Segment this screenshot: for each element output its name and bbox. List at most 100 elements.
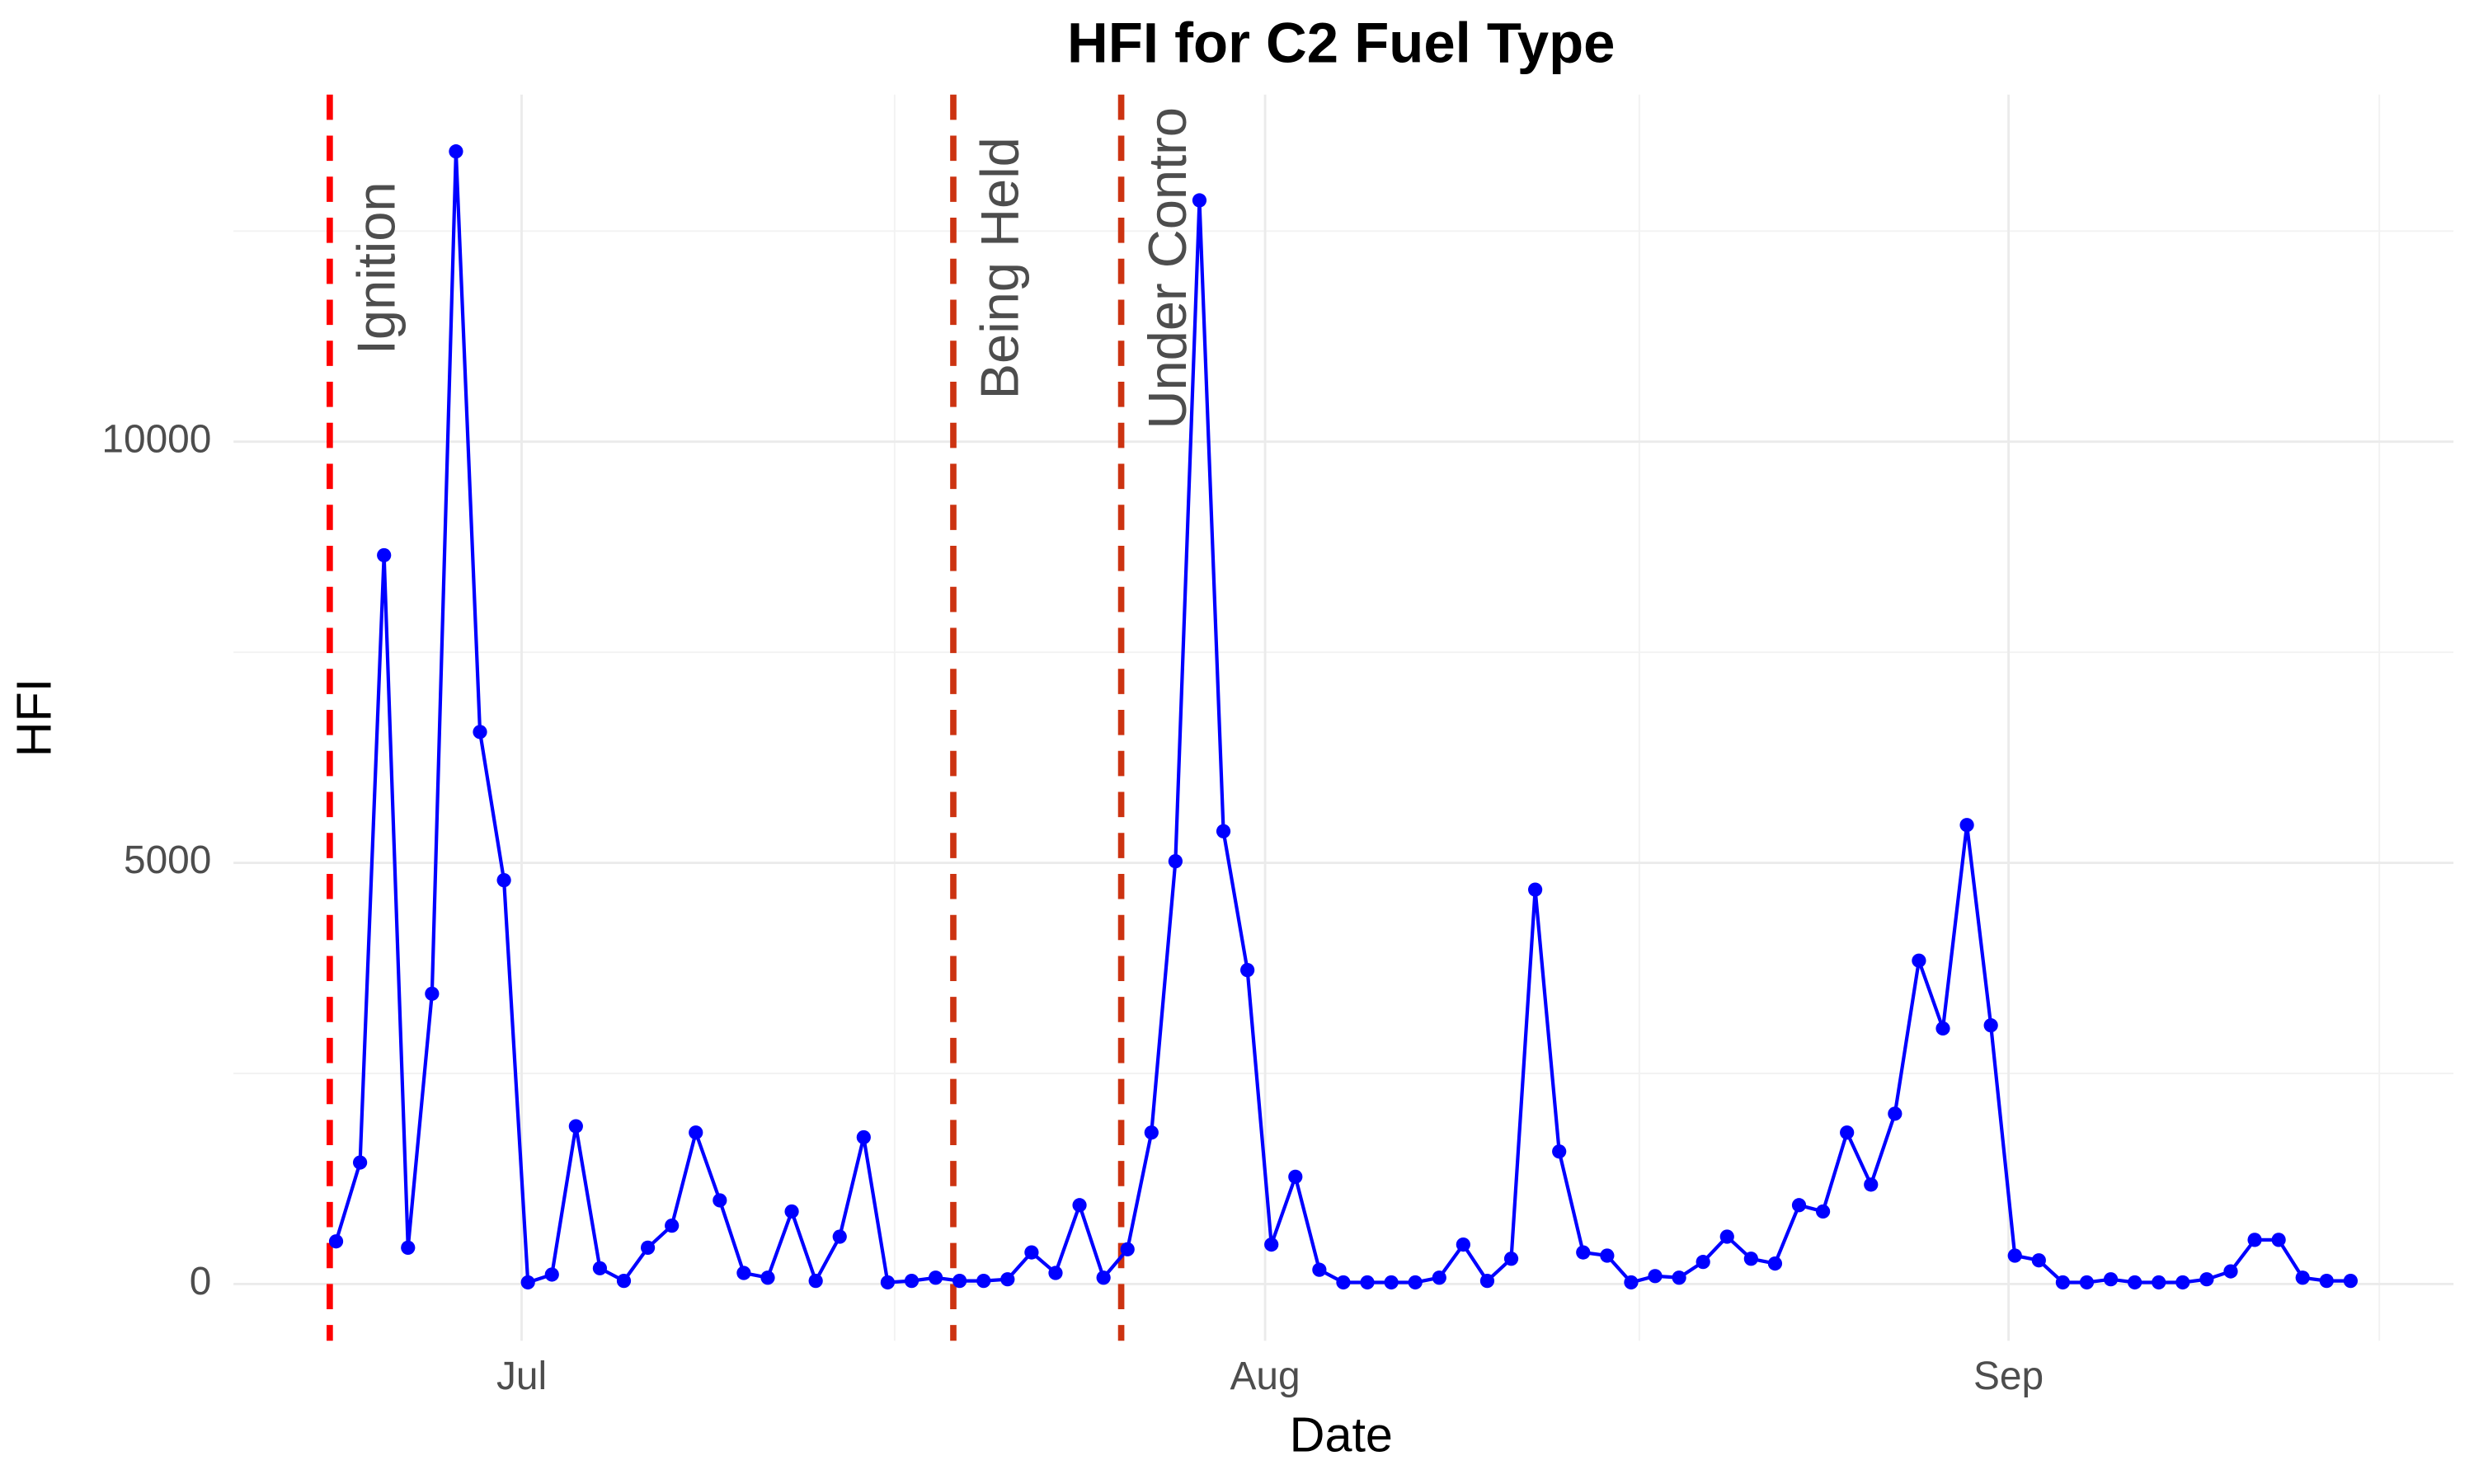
data-point	[665, 1219, 680, 1233]
data-point	[1336, 1275, 1351, 1290]
x-tick-label: Sep	[1973, 1355, 2044, 1398]
data-point	[2271, 1233, 2286, 1247]
data-point	[425, 986, 440, 1001]
data-point	[1743, 1252, 1758, 1266]
y-tick-label: 0	[190, 1260, 212, 1303]
y-axis-title: HFI	[7, 679, 62, 758]
data-point	[616, 1274, 632, 1289]
data-point	[1767, 1256, 1783, 1271]
data-point	[976, 1274, 991, 1289]
data-point	[640, 1240, 656, 1255]
data-point	[1648, 1269, 1663, 1284]
data-point	[2295, 1270, 2310, 1285]
data-point	[2152, 1275, 2166, 1290]
data-point	[2103, 1272, 2119, 1287]
data-point	[1360, 1275, 1375, 1290]
data-point	[2199, 1272, 2214, 1287]
data-point	[2128, 1275, 2142, 1290]
data-point	[2007, 1248, 2022, 1263]
data-point	[1024, 1245, 1039, 1260]
x-tick-label: Aug	[1230, 1355, 1300, 1398]
data-point	[1959, 818, 1974, 833]
data-point	[736, 1266, 751, 1280]
data-point	[1935, 1021, 1950, 1036]
data-point	[1624, 1275, 1639, 1290]
data-point	[568, 1119, 583, 1134]
data-point	[592, 1261, 608, 1275]
data-point	[496, 873, 511, 888]
data-point	[880, 1275, 896, 1290]
data-point	[1912, 953, 1926, 968]
data-point	[1576, 1245, 1591, 1260]
data-point	[1192, 193, 1207, 208]
data-point	[1815, 1204, 1831, 1219]
data-point	[2247, 1233, 2262, 1247]
data-point	[1503, 1252, 1519, 1266]
data-point	[1240, 963, 1255, 978]
data-point	[2175, 1275, 2190, 1290]
data-point	[1000, 1272, 1015, 1287]
data-point	[1600, 1248, 1615, 1263]
data-point	[1168, 854, 1183, 869]
data-point	[1072, 1198, 1087, 1213]
data-point	[2343, 1274, 2358, 1289]
plot: Ignition Being Held Under Contro	[327, 94, 2358, 1341]
data-point	[1384, 1275, 1399, 1290]
event-label: Under Contro	[1137, 107, 1197, 429]
data-point	[449, 144, 463, 159]
data-point	[928, 1270, 943, 1285]
y-tick-label: 5000	[124, 838, 211, 882]
data-point	[808, 1274, 823, 1289]
data-point	[904, 1274, 920, 1289]
data-point	[1672, 1270, 1686, 1285]
data-point	[1432, 1270, 1446, 1285]
data-point	[1840, 1125, 1855, 1140]
event-label: Ignition	[346, 181, 406, 355]
grid: 0 5000 10000 Jul Aug Sep	[101, 94, 2454, 1398]
data-point	[1288, 1169, 1303, 1184]
data-point	[2079, 1275, 2095, 1290]
data-point	[1527, 882, 1543, 897]
data-point	[760, 1270, 775, 1285]
series-line	[334, 151, 2351, 1285]
data-point	[1096, 1270, 1111, 1285]
data-point	[2055, 1275, 2071, 1290]
data-point	[1791, 1198, 1807, 1213]
y-tick-label: 10000	[101, 417, 211, 461]
data-point	[401, 1240, 416, 1255]
data-point	[1144, 1125, 1159, 1140]
x-tick-label: Jul	[496, 1355, 547, 1398]
data-point	[1120, 1242, 1135, 1256]
data-point	[2223, 1264, 2238, 1279]
data-point	[328, 1234, 344, 1249]
data-point	[352, 1155, 368, 1170]
data-point	[784, 1204, 799, 1219]
data-point	[1983, 1018, 1998, 1033]
data-point	[856, 1129, 871, 1145]
data-point	[689, 1125, 703, 1140]
data-point	[1456, 1237, 1470, 1252]
data-point	[544, 1267, 559, 1282]
data-point	[1864, 1177, 1879, 1192]
data-point	[1552, 1144, 1567, 1159]
data-point	[377, 547, 392, 563]
data-point	[520, 1275, 535, 1290]
x-axis-title: Date	[1290, 1407, 1393, 1463]
data-point	[952, 1274, 967, 1289]
data-point	[832, 1229, 847, 1244]
data-point	[1264, 1237, 1279, 1252]
data-point	[473, 725, 487, 740]
data-point	[2319, 1274, 2334, 1289]
data-point	[713, 1193, 727, 1208]
data-point	[1696, 1255, 1710, 1270]
data-point	[1408, 1275, 1423, 1290]
event-label: Being Held	[969, 137, 1029, 399]
data-point	[1048, 1266, 1063, 1280]
data-point	[1719, 1229, 1734, 1244]
chart-title: HFI for C2 Fuel Type	[1067, 12, 1615, 75]
data-point	[1216, 824, 1231, 838]
data-point	[1312, 1262, 1327, 1277]
data-point	[1479, 1274, 1495, 1289]
